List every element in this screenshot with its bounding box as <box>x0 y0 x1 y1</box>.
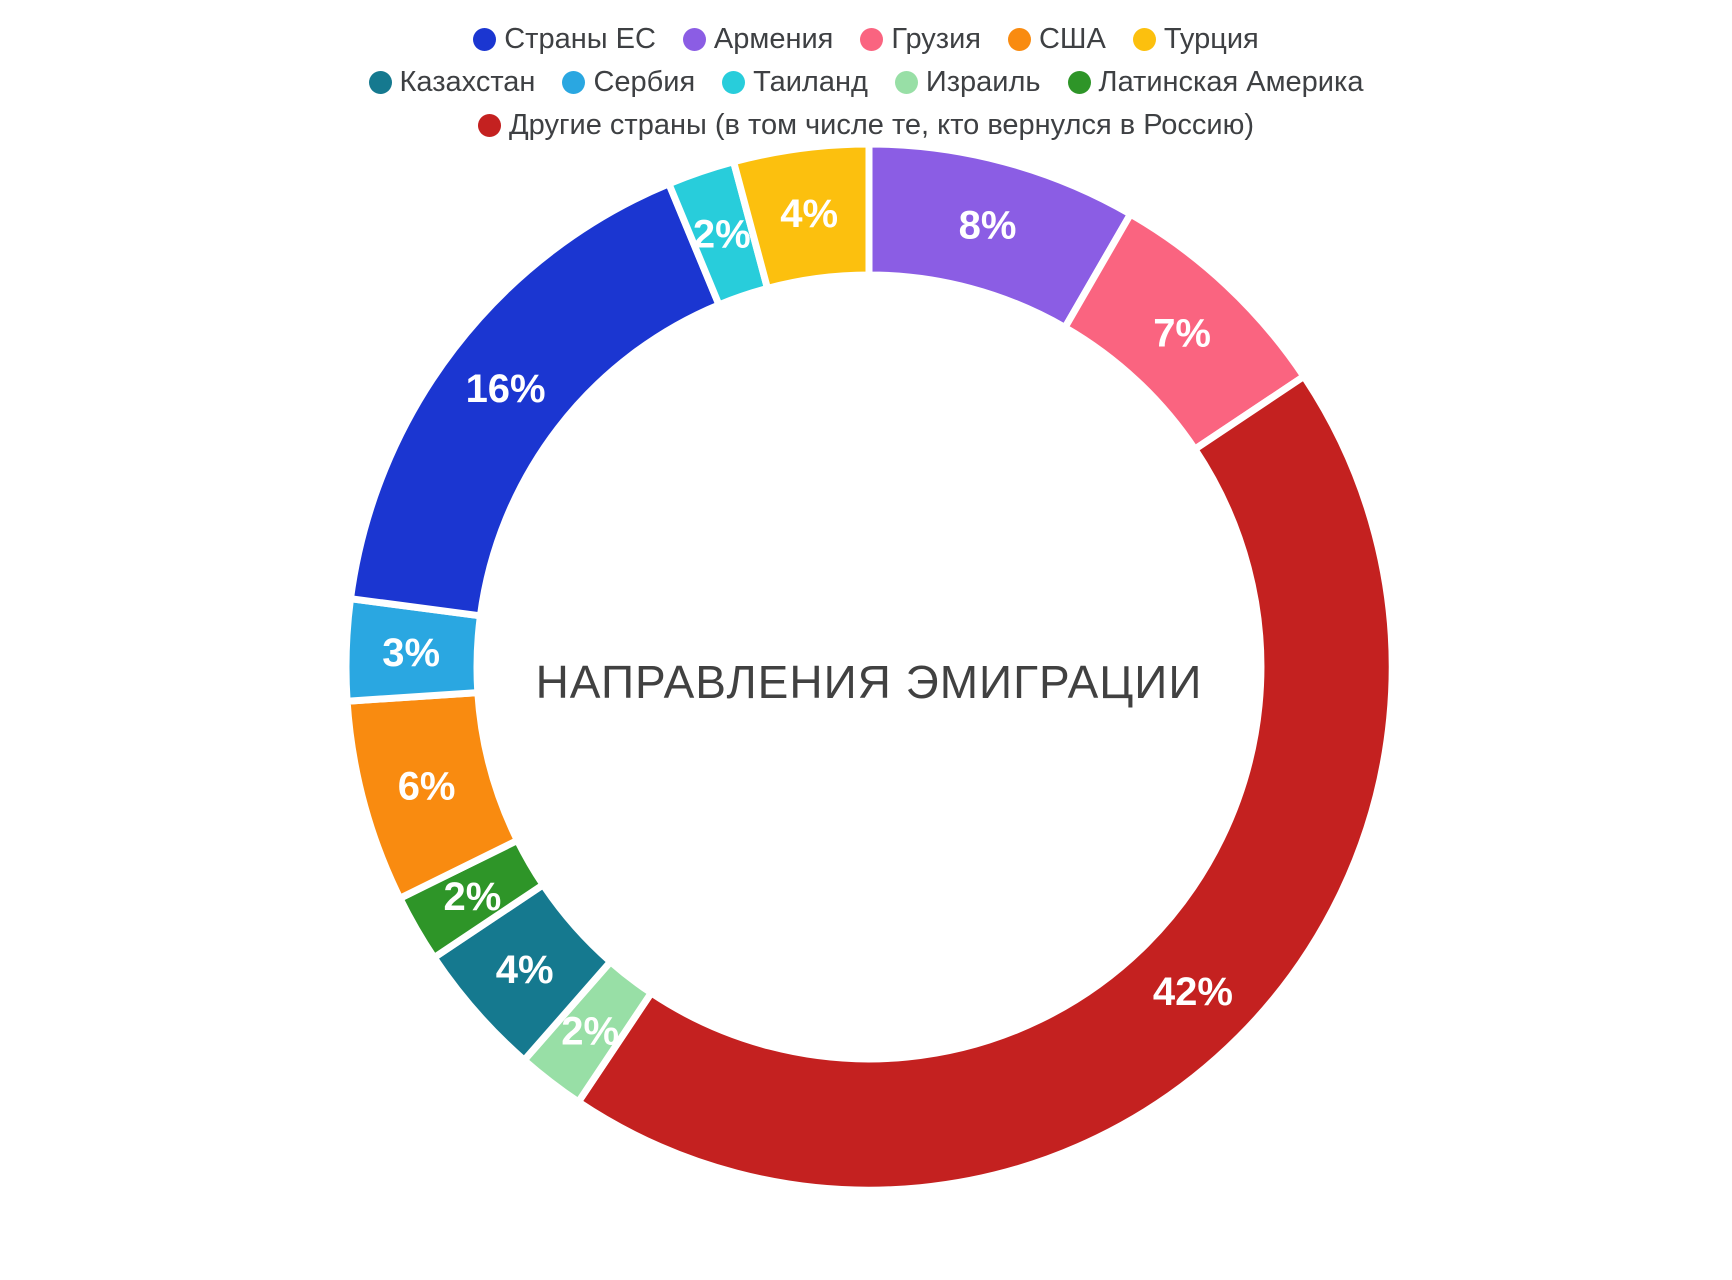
legend-item[interactable]: Грузия <box>860 23 981 56</box>
legend-item-label: Другие страны (в том числе те, кто верну… <box>509 109 1254 141</box>
legend-swatch-icon <box>1132 28 1156 51</box>
slice-value-label: 2% <box>561 1009 619 1053</box>
legend-swatch-icon <box>682 28 706 51</box>
slice-value-label: 16% <box>466 367 546 411</box>
slice-value-label: 2% <box>693 212 751 256</box>
pie-slice[interactable] <box>730 140 873 292</box>
legend-item-label: Израиль <box>925 66 1041 98</box>
legend-swatch-icon <box>473 28 497 51</box>
legend-swatch-icon <box>1067 71 1091 94</box>
slice-value-label: 8% <box>959 204 1017 248</box>
slice-value-label: 3% <box>382 631 440 675</box>
legend-item-label: США <box>1038 23 1106 55</box>
slice-value-label: 7% <box>1153 312 1211 356</box>
legend-item[interactable]: Другие страны (в том числе те, кто верну… <box>478 109 1254 142</box>
legend-item-label: Армения <box>713 23 834 55</box>
chart-center-title: НАПРАВЛЕНИЯ ЭМИГРАЦИИ <box>535 656 1203 708</box>
legend-item-label: Сербия <box>593 66 696 98</box>
legend-item[interactable]: Казахстан <box>368 66 536 99</box>
legend-swatch-icon <box>478 114 501 137</box>
slice-value-label: 4% <box>780 192 838 236</box>
slice-value-label: 42% <box>1153 970 1233 1014</box>
legend-row: Казахстан Сербия Таиланд Израиль Латинская А… <box>368 61 1364 104</box>
legend-item[interactable]: Армения <box>682 23 834 56</box>
legend-swatch-icon <box>722 71 746 94</box>
legend-item[interactable]: Сербия <box>562 66 695 99</box>
slice-value-label: 6% <box>398 765 456 809</box>
legend-item-label: Турция <box>1163 23 1259 55</box>
legend-swatch-icon <box>860 28 884 51</box>
legend-item[interactable]: США <box>1007 23 1106 56</box>
chart-legend: Страны ЕС Армения Грузия США Турция Казахстан… <box>0 18 1732 147</box>
legend-swatch-icon <box>562 71 586 94</box>
legend-item-label: Грузия <box>891 23 981 55</box>
legend-row: Другие страны (в том числе те, кто верну… <box>478 104 1254 147</box>
legend-item-label: Таиланд <box>753 66 868 98</box>
legend-item-label: Латинская Америка <box>1098 66 1364 98</box>
legend-swatch-icon <box>894 71 918 94</box>
legend-item[interactable]: Страны ЕС <box>473 23 656 56</box>
pie-slice[interactable] <box>574 372 1396 1194</box>
slice-value-label: 2% <box>443 875 501 919</box>
legend-item-label: Казахстан <box>399 66 536 98</box>
legend-item[interactable]: Таиланд <box>722 66 868 99</box>
legend-item[interactable]: Латинская Америка <box>1067 66 1364 99</box>
legend-item-label: Страны ЕС <box>504 23 656 55</box>
legend-swatch-icon <box>1007 28 1031 51</box>
legend-swatch-icon <box>368 71 392 94</box>
legend-item[interactable]: Израиль <box>894 66 1041 99</box>
legend-row: Страны ЕС Армения Грузия США Турция <box>473 18 1259 61</box>
slice-value-label: 4% <box>496 948 554 992</box>
legend-item[interactable]: Турция <box>1132 23 1259 56</box>
